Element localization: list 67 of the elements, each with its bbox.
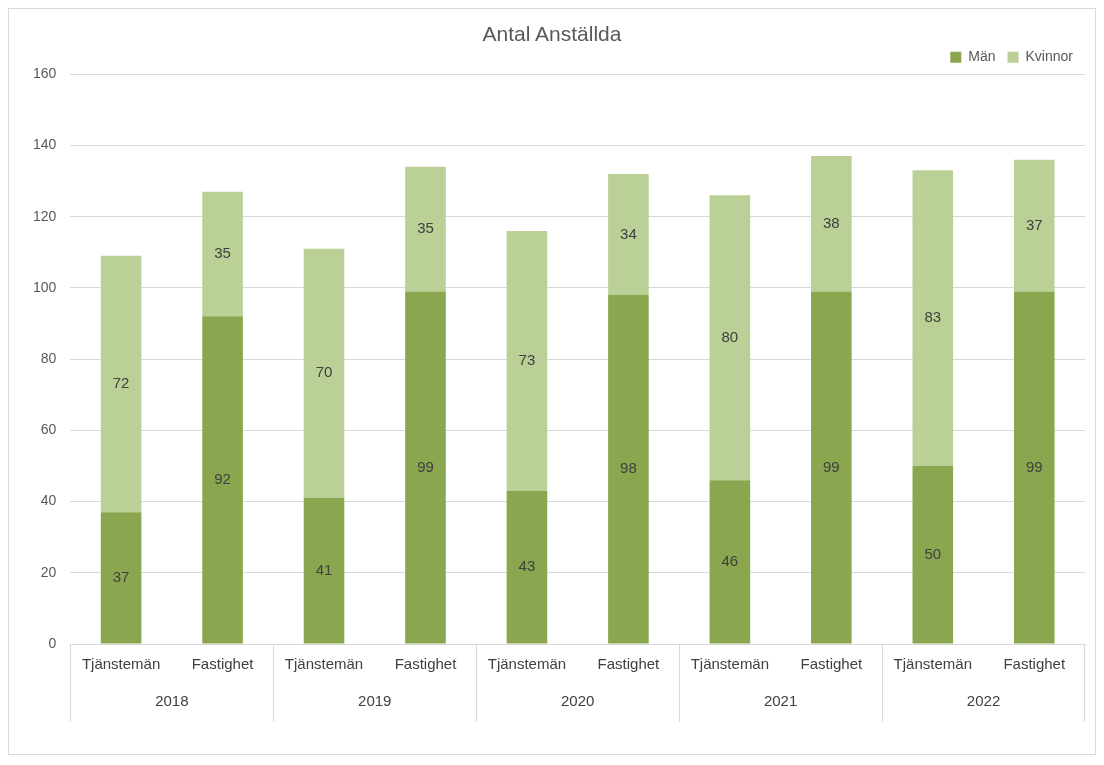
data-label: 80 [721,327,739,345]
text: 2021 [763,692,798,710]
x-tick-label: Fastighet [394,655,458,673]
data-label: 37 [112,568,130,586]
data-label: 99 [417,457,434,475]
x-tick-label: Fastighet [800,655,864,673]
bar [506,490,548,644]
bar [709,480,751,644]
y-tick-label: 140 [33,136,57,153]
x-tick-label: Tjänstemän [81,655,161,673]
data-label: 43 [518,557,536,575]
bar [608,295,649,644]
bar [912,170,954,466]
y-tick-label: 40 [40,492,57,509]
x-tick-label: Fastighet [597,655,661,673]
data-label: 72 [112,374,130,392]
y-tick-label: 80 [40,349,57,366]
y-tick-label: 100 [33,278,57,295]
data-label: 99 [823,457,840,475]
data-label: 46 [721,551,739,569]
x-tick-label: Fastighet [1003,655,1066,673]
y-tick-label: 60 [40,421,57,438]
data-label: 92 [214,470,231,488]
data-label: 70 [315,363,333,381]
bar [811,291,852,644]
bar [506,230,548,491]
y-tick-label: 120 [33,207,57,224]
y-tick-label: 0 [48,634,57,651]
bar [303,497,345,644]
bar [709,195,751,481]
bar [100,512,142,644]
x-tick-label: Tjänstemän [893,655,972,673]
x-tick-label: Tjänstemän [690,655,770,673]
data-label: 41 [315,560,333,578]
bar [100,255,142,513]
data-label: 50 [924,544,942,562]
bar [405,291,446,644]
bar [405,166,446,292]
bar [303,248,345,498]
text: 2022 [966,692,1001,710]
data-label: 83 [924,308,942,326]
x-tick-label: Tjänstemän [487,655,567,673]
bar [202,316,243,644]
bar [608,173,649,295]
bar [1013,291,1055,644]
bar [202,191,243,317]
bar [1013,159,1055,292]
bar [912,465,954,644]
x-tick-label: Fastighet [191,655,255,673]
text: 2018 [155,692,189,710]
data-label: 99 [1025,457,1043,475]
chart-title: Antal Anställda [482,22,622,46]
legend-label: Män [968,48,996,65]
data-label: 34 [620,224,637,242]
data-label: 38 [823,213,840,231]
data-label: 98 [620,459,637,477]
text: 2020 [560,692,595,710]
text: 2019 [358,692,392,710]
bar [811,156,852,292]
legend-label: Kvinnor [1025,48,1074,65]
data-label: 35 [214,244,231,262]
data-label: 35 [417,219,434,237]
data-label: 37 [1025,215,1043,233]
x-tick-label: Tjänstemän [284,655,364,673]
y-tick-label: 20 [40,563,57,580]
y-tick-label: 160 [33,65,57,82]
data-label: 73 [518,351,536,369]
